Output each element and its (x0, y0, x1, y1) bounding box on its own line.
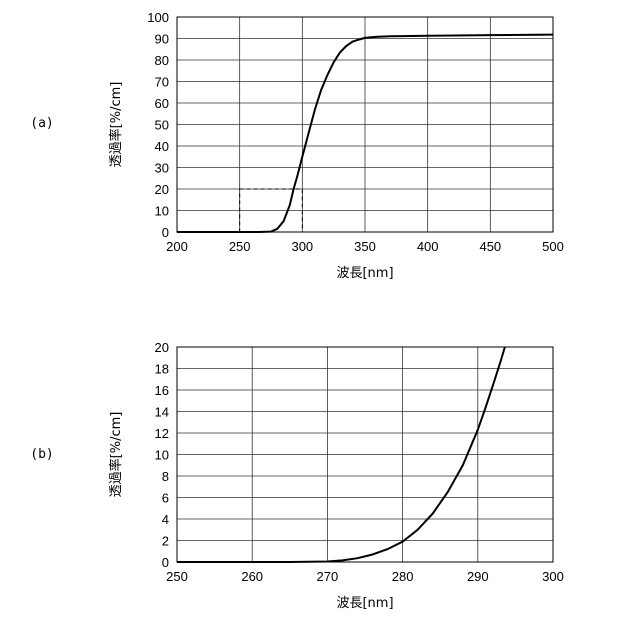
x-tick-label: 250 (166, 569, 188, 584)
y-tick-label: 70 (155, 75, 169, 90)
y-tick-label: 4 (162, 512, 169, 527)
y-tick-label: 0 (162, 555, 169, 570)
y-tick-label: 30 (155, 161, 169, 176)
x-tick-label: 500 (542, 239, 564, 254)
y-tick-label: 20 (155, 182, 169, 197)
y-tick-label: 100 (147, 10, 169, 25)
y-tick-label: 10 (155, 204, 169, 219)
panel-label: (a) (30, 116, 53, 131)
y-tick-label: 18 (155, 362, 169, 377)
x-tick-label: 450 (479, 239, 501, 254)
x-axis-title: 波長[nm] (336, 266, 393, 281)
y-tick-label: 20 (155, 340, 169, 355)
x-tick-label: 260 (241, 569, 263, 584)
y-tick-label: 8 (162, 469, 169, 484)
x-tick-label: 290 (467, 569, 489, 584)
x-tick-label: 300 (542, 569, 564, 584)
x-axis-title: 波長[nm] (336, 596, 393, 611)
chart-panel-a: 200 250 300 350 400 450 500 0 10 20 30 40 50 60 70 80 90… (30, 10, 564, 281)
y-tick-label: 80 (155, 53, 169, 68)
x-tick-label: 280 (392, 569, 414, 584)
x-tick-label: 400 (417, 239, 439, 254)
x-tick-label: 200 (166, 239, 188, 254)
y-tick-label: 14 (155, 405, 169, 420)
y-tick-label: 90 (155, 32, 169, 47)
y-tick-label: 10 (155, 448, 169, 463)
y-axis-title: 透過率[%/cm] (108, 412, 124, 498)
y-tick-label: 6 (162, 491, 169, 506)
x-tick-label: 250 (229, 239, 251, 254)
y-axis-title: 透過率[%/cm] (108, 82, 124, 168)
y-tick-label: 2 (162, 534, 169, 549)
x-tick-label: 350 (354, 239, 376, 254)
x-tick-label: 270 (317, 569, 339, 584)
x-tick-label: 300 (291, 239, 313, 254)
panel-label: (b) (30, 447, 53, 462)
y-tick-label: 12 (155, 426, 169, 441)
y-tick-label: 0 (162, 225, 169, 240)
y-tick-label: 40 (155, 139, 169, 154)
chart-panel-b: 250 260 270 280 290 300 0 2 4 6 8 10 12 14 16 18 20 波長[nm… (30, 340, 564, 611)
y-tick-label: 16 (155, 383, 169, 398)
y-tick-label: 50 (155, 118, 169, 133)
y-tick-label: 60 (155, 96, 169, 111)
